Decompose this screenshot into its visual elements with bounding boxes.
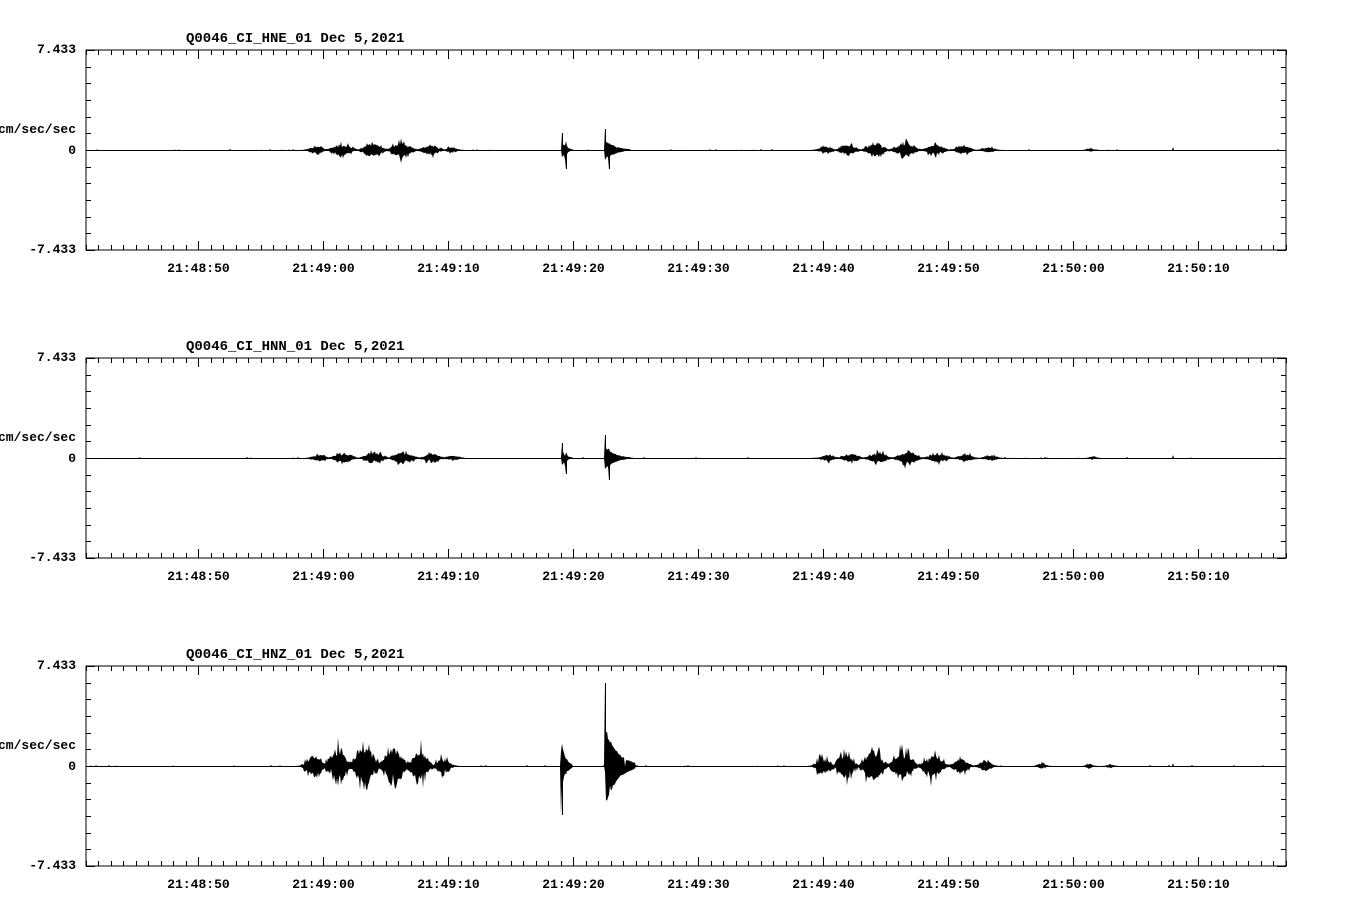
svg-text:7.433: 7.433 xyxy=(37,658,76,673)
svg-text:21:49:40: 21:49:40 xyxy=(792,569,855,584)
svg-text:21:49:20: 21:49:20 xyxy=(542,569,605,584)
svg-text:21:50:10: 21:50:10 xyxy=(1167,569,1230,584)
svg-text:21:49:00: 21:49:00 xyxy=(292,877,355,892)
svg-text:0: 0 xyxy=(68,759,76,774)
svg-text:21:49:30: 21:49:30 xyxy=(667,569,730,584)
svg-text:21:50:00: 21:50:00 xyxy=(1042,569,1105,584)
svg-text:-7.433: -7.433 xyxy=(29,242,76,257)
svg-text:cm/sec/sec: cm/sec/sec xyxy=(0,122,76,137)
svg-text:21:49:30: 21:49:30 xyxy=(667,877,730,892)
svg-text:21:49:50: 21:49:50 xyxy=(917,877,980,892)
svg-text:21:49:30: 21:49:30 xyxy=(667,261,730,276)
svg-text:21:49:20: 21:49:20 xyxy=(542,877,605,892)
svg-text:0: 0 xyxy=(68,143,76,158)
svg-text:-7.433: -7.433 xyxy=(29,550,76,565)
svg-text:21:50:10: 21:50:10 xyxy=(1167,877,1230,892)
svg-text:21:48:50: 21:48:50 xyxy=(167,569,230,584)
svg-text:21:49:50: 21:49:50 xyxy=(917,569,980,584)
svg-text:0: 0 xyxy=(68,451,76,466)
svg-text:21:49:50: 21:49:50 xyxy=(917,261,980,276)
svg-text:21:50:00: 21:50:00 xyxy=(1042,261,1105,276)
svg-text:cm/sec/sec: cm/sec/sec xyxy=(0,430,76,445)
svg-text:21:49:00: 21:49:00 xyxy=(292,261,355,276)
svg-text:7.433: 7.433 xyxy=(37,350,76,365)
svg-text:21:48:50: 21:48:50 xyxy=(167,261,230,276)
svg-text:21:49:40: 21:49:40 xyxy=(792,877,855,892)
svg-text:21:49:40: 21:49:40 xyxy=(792,261,855,276)
svg-text:21:49:10: 21:49:10 xyxy=(417,261,480,276)
svg-text:cm/sec/sec: cm/sec/sec xyxy=(0,738,76,753)
svg-text:-7.433: -7.433 xyxy=(29,858,76,873)
svg-text:21:49:20: 21:49:20 xyxy=(542,261,605,276)
svg-text:21:49:10: 21:49:10 xyxy=(417,877,480,892)
svg-text:7.433: 7.433 xyxy=(37,42,76,57)
svg-text:21:50:10: 21:50:10 xyxy=(1167,261,1230,276)
svg-text:21:49:00: 21:49:00 xyxy=(292,569,355,584)
svg-text:21:50:00: 21:50:00 xyxy=(1042,877,1105,892)
svg-text:Q0046_CI_HNZ_01 Dec 5,2021: Q0046_CI_HNZ_01 Dec 5,2021 xyxy=(186,647,404,663)
svg-text:21:48:50: 21:48:50 xyxy=(167,877,230,892)
svg-text:21:49:10: 21:49:10 xyxy=(417,569,480,584)
svg-text:Q0046_CI_HNN_01 Dec 5,2021: Q0046_CI_HNN_01 Dec 5,2021 xyxy=(186,339,404,355)
svg-text:Q0046_CI_HNE_01 Dec 5,2021: Q0046_CI_HNE_01 Dec 5,2021 xyxy=(186,31,404,47)
